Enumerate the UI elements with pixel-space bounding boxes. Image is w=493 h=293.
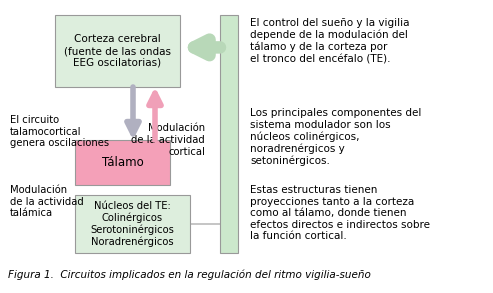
- Text: Núcleos del TE:
Colinérgicos
Serotoninérgicos
Noradrenérgicos: Núcleos del TE: Colinérgicos Serotoninér…: [91, 201, 175, 247]
- Text: Modulación
de la actividad
cortical: Modulación de la actividad cortical: [131, 123, 205, 156]
- Text: Modulación
de la actividad
talámica: Modulación de la actividad talámica: [10, 185, 84, 218]
- Bar: [55, 15, 180, 87]
- Text: Corteza cerebral
(fuente de las ondas
EEG oscilatorias): Corteza cerebral (fuente de las ondas EE…: [64, 34, 171, 68]
- Text: El control del sueño y la vigilia
depende de la modulación del
tálamo y de la co: El control del sueño y la vigilia depend…: [250, 18, 410, 64]
- Text: El circuito
talamocortical
genera oscilaciones: El circuito talamocortical genera oscila…: [10, 115, 109, 148]
- Bar: [220, 15, 238, 253]
- Text: Los principales componentes del
sistema modulador son los
núcleos colinérgicos,
: Los principales componentes del sistema …: [250, 108, 422, 166]
- Bar: [75, 195, 190, 253]
- Bar: [75, 140, 170, 185]
- Text: Figura 1.  Circuitos implicados en la regulación del ritmo vigilia-sueño: Figura 1. Circuitos implicados en la reg…: [8, 270, 371, 280]
- Text: Tálamo: Tálamo: [102, 156, 143, 169]
- Text: Estas estructuras tienen
proyecciones tanto a la corteza
como al tálamo, donde t: Estas estructuras tienen proyecciones ta…: [250, 185, 430, 241]
